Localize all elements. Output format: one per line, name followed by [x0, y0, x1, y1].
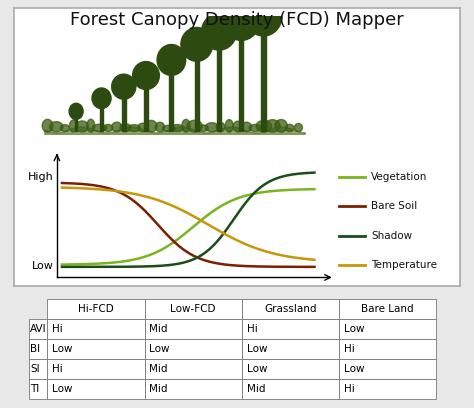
- Text: Vegetation: Vegetation: [371, 172, 428, 182]
- Text: Bare Soil: Bare Soil: [371, 202, 417, 211]
- Ellipse shape: [187, 120, 202, 132]
- Ellipse shape: [256, 120, 272, 132]
- Ellipse shape: [294, 124, 302, 132]
- Ellipse shape: [120, 124, 131, 132]
- Ellipse shape: [70, 120, 78, 132]
- Ellipse shape: [245, 0, 282, 36]
- Text: Shadow: Shadow: [371, 231, 412, 241]
- Ellipse shape: [146, 120, 157, 132]
- Ellipse shape: [128, 125, 140, 131]
- Ellipse shape: [182, 119, 190, 132]
- Ellipse shape: [265, 120, 280, 132]
- Ellipse shape: [49, 122, 63, 132]
- Ellipse shape: [205, 123, 219, 132]
- Ellipse shape: [201, 13, 237, 50]
- Ellipse shape: [225, 120, 233, 132]
- Ellipse shape: [87, 119, 95, 132]
- Ellipse shape: [216, 122, 225, 132]
- Bar: [262, 28, 265, 131]
- Text: Forest Canopy Density (FCD) Mapper: Forest Canopy Density (FCD) Mapper: [70, 11, 404, 29]
- Ellipse shape: [42, 119, 53, 132]
- Ellipse shape: [76, 121, 89, 132]
- Bar: [100, 104, 103, 131]
- Bar: [144, 84, 148, 131]
- Ellipse shape: [137, 123, 148, 132]
- Ellipse shape: [249, 124, 261, 132]
- Bar: [170, 69, 173, 131]
- Ellipse shape: [241, 122, 252, 132]
- Bar: [239, 33, 243, 131]
- Ellipse shape: [275, 120, 287, 132]
- Ellipse shape: [163, 125, 175, 131]
- Ellipse shape: [133, 62, 159, 89]
- Bar: [217, 43, 221, 131]
- Ellipse shape: [112, 122, 122, 132]
- Ellipse shape: [233, 121, 243, 132]
- Ellipse shape: [157, 44, 186, 75]
- Bar: [195, 55, 199, 131]
- Ellipse shape: [92, 88, 111, 109]
- Ellipse shape: [112, 74, 136, 99]
- Ellipse shape: [198, 125, 209, 131]
- Ellipse shape: [155, 122, 164, 132]
- Ellipse shape: [103, 124, 113, 132]
- Bar: [122, 94, 126, 131]
- Ellipse shape: [69, 103, 83, 120]
- Ellipse shape: [171, 124, 183, 132]
- Ellipse shape: [223, 1, 260, 40]
- Ellipse shape: [181, 27, 213, 61]
- Text: Temperature: Temperature: [371, 260, 437, 270]
- Bar: [75, 116, 77, 131]
- Ellipse shape: [286, 124, 294, 132]
- Ellipse shape: [92, 124, 107, 132]
- Ellipse shape: [60, 124, 69, 132]
